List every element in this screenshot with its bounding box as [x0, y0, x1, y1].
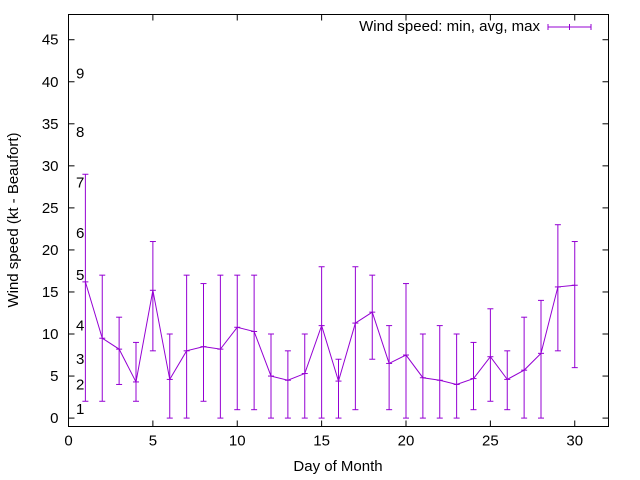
- beaufort-label: 2: [76, 376, 84, 393]
- beaufort-label: 9: [76, 65, 84, 82]
- series-line-avg: [84, 281, 575, 385]
- y-tick-label: 20: [42, 242, 59, 259]
- legend: Wind speed: min, avg, max: [359, 18, 592, 35]
- beaufort-label: 7: [76, 175, 84, 192]
- y-tick-label: 15: [42, 284, 59, 301]
- beaufort-label: 5: [76, 267, 84, 284]
- y-tick-label: 30: [42, 158, 59, 175]
- x-tick-label: 30: [566, 433, 583, 450]
- beaufort-label: 8: [76, 124, 84, 141]
- beaufort-label: 4: [76, 318, 84, 335]
- y-axis-label: Wind speed (kt - Beaufort): [5, 132, 22, 307]
- x-tick-label: 5: [149, 433, 157, 450]
- y-tick-label: 10: [42, 326, 59, 343]
- x-axis-label: Day of Month: [293, 458, 382, 475]
- y-tick-label: 40: [42, 74, 59, 91]
- y-tick-label: 25: [42, 200, 59, 217]
- x-tick-label: 15: [313, 433, 330, 450]
- x-tick-label: 10: [229, 433, 246, 450]
- y-tick-label: 5: [50, 368, 58, 385]
- beaufort-label: 3: [76, 351, 84, 368]
- x-tick-label: 25: [482, 433, 499, 450]
- plot-frame: [68, 14, 609, 427]
- x-tick-label: 20: [398, 433, 415, 450]
- legend-label: Wind speed: min, avg, max: [359, 18, 540, 35]
- y-tick-label: 0: [50, 410, 58, 427]
- beaufort-label: 6: [76, 225, 84, 242]
- legend-key: [547, 24, 592, 30]
- beaufort-label: 1: [76, 401, 84, 418]
- beaufort-labels: 1 2 3 4 5 6 7 8 9: [76, 65, 84, 417]
- x-tick-label: 0: [64, 433, 72, 450]
- y-tick-label: 45: [42, 32, 59, 49]
- y-tick-label: 35: [42, 116, 59, 133]
- series-layer: [82, 173, 578, 419]
